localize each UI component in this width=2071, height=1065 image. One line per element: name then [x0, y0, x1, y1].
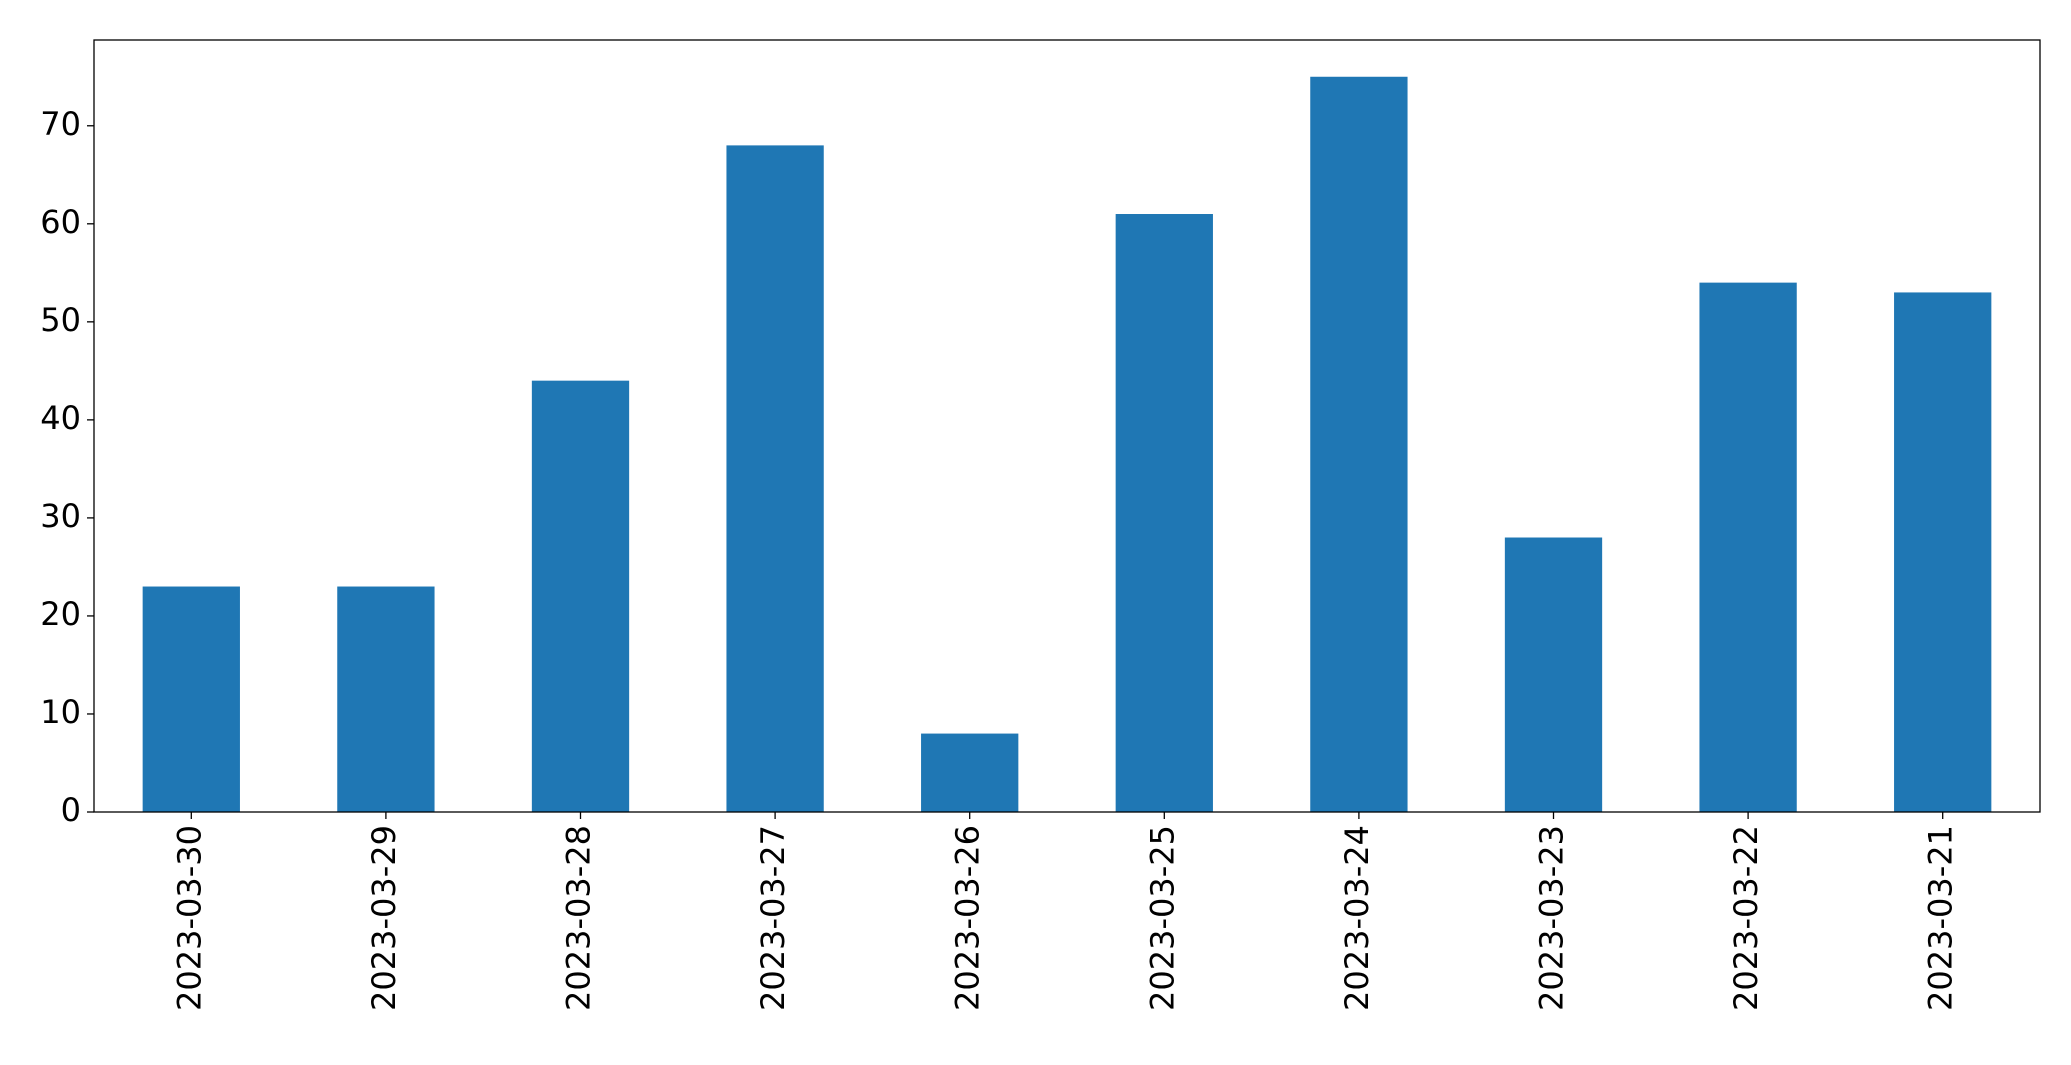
- x-tick-label: 2023-03-30: [170, 825, 208, 1011]
- axes-frame: [93, 39, 2041, 813]
- y-tick-label: 50: [40, 301, 81, 339]
- x-tick-label: 2023-03-24: [1338, 825, 1376, 1011]
- y-tick-label: 60: [40, 203, 81, 241]
- bar: [1504, 537, 1603, 812]
- y-tick-label: 40: [40, 399, 81, 437]
- bar: [337, 586, 435, 812]
- y-tick-label: 10: [40, 693, 81, 731]
- x-tick-label: 2023-03-29: [365, 825, 403, 1011]
- x-tick-label: 2023-03-22: [1727, 825, 1765, 1011]
- y-tick-label: 20: [40, 595, 81, 633]
- x-tick-label: 2023-03-26: [949, 825, 987, 1011]
- bar: [921, 733, 1019, 812]
- bar: [1699, 282, 1797, 813]
- bar: [1310, 76, 1408, 812]
- x-tick-label: 2023-03-23: [1533, 825, 1571, 1011]
- bar: [1894, 292, 1992, 812]
- y-tick-label: 30: [40, 497, 81, 535]
- x-tick-label: 2023-03-25: [1143, 825, 1181, 1011]
- y-tick-label: 0: [61, 791, 81, 829]
- x-tick-label: 2023-03-28: [560, 825, 598, 1011]
- x-tick-label: 2023-03-27: [754, 825, 792, 1011]
- x-tick-label: 2023-03-21: [1922, 825, 1960, 1011]
- bar: [142, 586, 240, 812]
- bar: [531, 380, 630, 812]
- bar: [726, 145, 824, 812]
- y-tick-label: 70: [40, 105, 81, 143]
- bar: [1115, 214, 1213, 812]
